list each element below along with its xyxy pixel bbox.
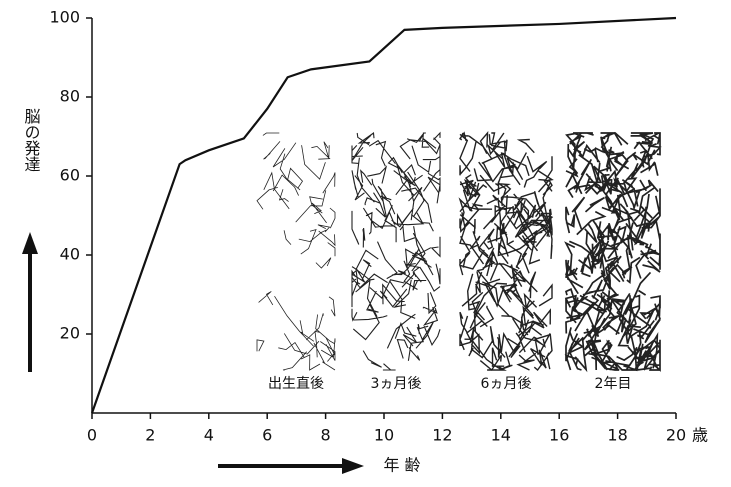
y-tick-label: 100 bbox=[49, 8, 80, 27]
y-tick-label: 20 bbox=[60, 324, 80, 343]
image-label: 6ヵ月後 bbox=[481, 376, 532, 392]
y-axis-label: 脳の発達 bbox=[22, 108, 41, 172]
x-tick-label: 14 bbox=[491, 426, 511, 445]
x-tick-label: 4 bbox=[204, 426, 214, 445]
up-arrow-head bbox=[22, 232, 38, 254]
chart: 年 齢 歳 脳の発達 出生直後 3ヵ月後 6ヵ月後 2年目 20 40 60 80 100 0 2 4… bbox=[0, 0, 731, 487]
x-tick-label: 2 bbox=[145, 426, 155, 445]
neuron-image bbox=[460, 133, 552, 370]
x-axis-label: 年 齢 bbox=[383, 456, 420, 475]
y-tick-label: 40 bbox=[60, 245, 80, 264]
y-tick-label: 60 bbox=[60, 166, 80, 185]
neuron-image bbox=[566, 133, 660, 370]
x-tick-label: 10 bbox=[374, 426, 394, 445]
image-label: 2年目 bbox=[595, 376, 632, 392]
image-label: 出生直後 bbox=[268, 375, 324, 392]
x-tick-label: 8 bbox=[321, 426, 331, 445]
x-tick-label: 18 bbox=[607, 426, 627, 445]
x-unit: 歳 bbox=[692, 426, 708, 445]
x-tick-label: 12 bbox=[432, 426, 452, 445]
x-tick-label: 0 bbox=[87, 426, 97, 445]
x-tick-label: 20 bbox=[666, 426, 686, 445]
right-arrow-head bbox=[342, 458, 364, 474]
x-tick-label: 16 bbox=[549, 426, 569, 445]
y-tick-label: 80 bbox=[60, 87, 80, 106]
neuron-images bbox=[257, 133, 660, 370]
neuron-image bbox=[352, 133, 440, 370]
x-tick-label: 6 bbox=[262, 426, 272, 445]
neuron-image bbox=[257, 133, 335, 370]
image-label: 3ヵ月後 bbox=[371, 376, 422, 392]
